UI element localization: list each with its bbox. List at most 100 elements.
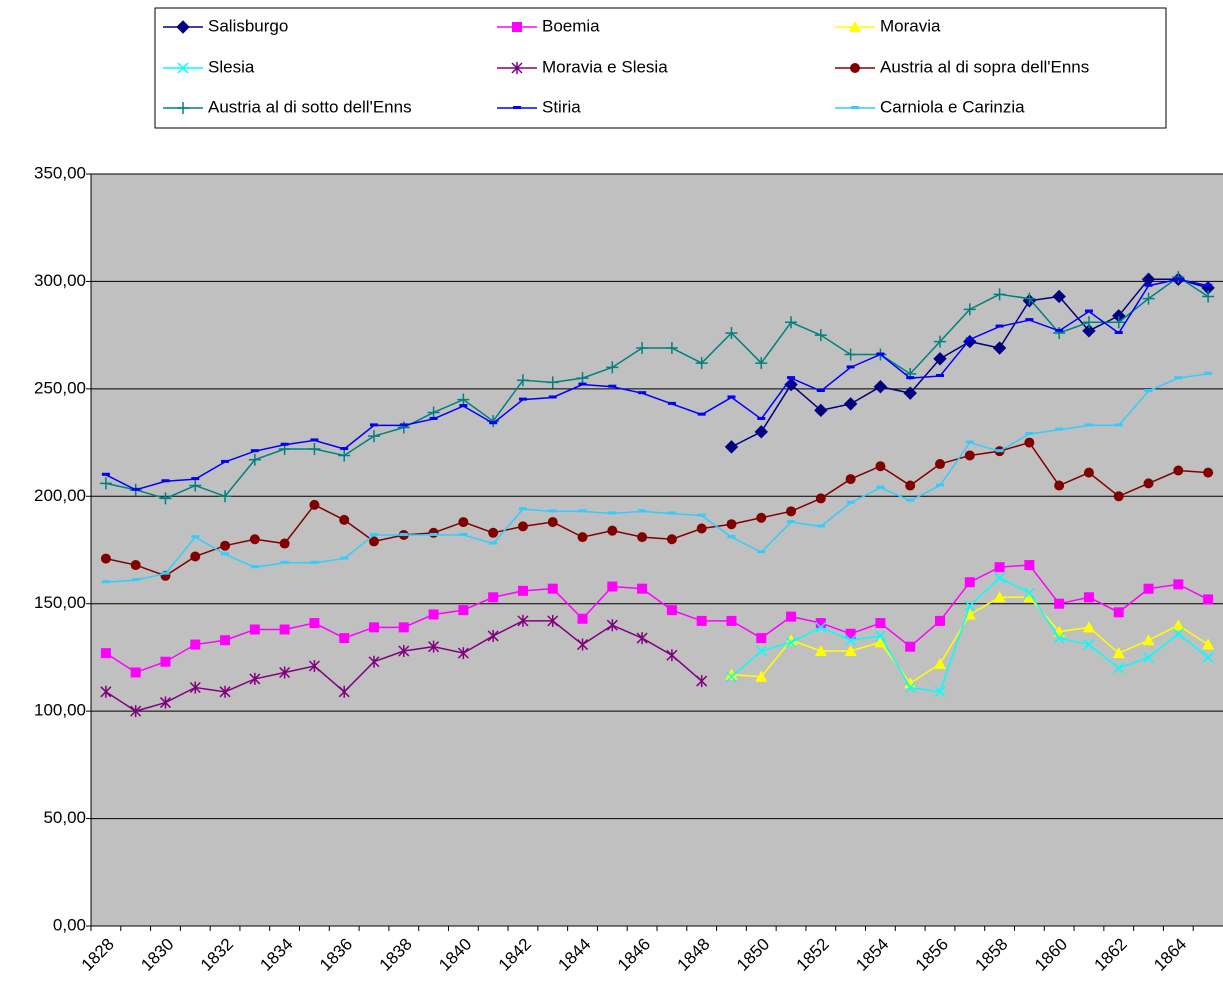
marker xyxy=(785,316,798,329)
x-tick-label: 1850 xyxy=(733,935,773,975)
marker xyxy=(727,395,736,399)
marker xyxy=(933,352,947,366)
marker xyxy=(516,374,529,387)
marker xyxy=(814,329,827,342)
marker xyxy=(963,303,976,316)
marker xyxy=(488,527,499,538)
x-tick-label: 1838 xyxy=(376,935,416,975)
marker xyxy=(935,615,945,626)
marker xyxy=(727,535,736,539)
marker xyxy=(249,534,260,545)
marker xyxy=(995,449,1004,453)
marker xyxy=(1023,591,1036,603)
marker xyxy=(755,357,768,370)
marker xyxy=(368,655,380,668)
marker xyxy=(608,511,617,515)
marker xyxy=(1055,427,1064,431)
marker xyxy=(310,438,319,442)
marker xyxy=(1024,437,1035,448)
marker xyxy=(547,583,558,594)
marker xyxy=(903,386,917,400)
series-line xyxy=(105,441,1209,577)
x-tick-label: 1846 xyxy=(614,935,654,975)
marker xyxy=(370,532,378,536)
marker xyxy=(787,376,796,380)
series-line xyxy=(105,278,1209,491)
marker xyxy=(934,657,946,669)
marker xyxy=(1023,292,1036,305)
marker xyxy=(666,605,677,616)
series-group xyxy=(99,271,1215,718)
marker xyxy=(338,685,350,698)
marker xyxy=(547,517,558,528)
marker xyxy=(993,591,1006,603)
marker xyxy=(1203,467,1214,478)
marker xyxy=(370,423,378,427)
marker xyxy=(458,605,469,616)
marker xyxy=(964,600,976,612)
marker xyxy=(340,447,349,451)
marker xyxy=(99,477,112,490)
legend-label: Austria al di sopra dell'Enns xyxy=(880,57,1089,76)
marker xyxy=(338,449,351,462)
marker xyxy=(1112,316,1125,329)
marker xyxy=(904,681,916,694)
marker xyxy=(1113,662,1125,674)
y-tick-label: 50,00 xyxy=(43,808,86,827)
marker xyxy=(1114,423,1123,427)
marker xyxy=(756,512,767,523)
marker xyxy=(161,479,170,483)
marker xyxy=(814,403,828,418)
marker xyxy=(1083,639,1095,651)
marker xyxy=(1173,465,1184,476)
marker xyxy=(875,461,886,472)
marker xyxy=(1112,647,1125,659)
legend-marker xyxy=(512,22,522,32)
marker xyxy=(1204,283,1213,287)
marker xyxy=(606,619,618,632)
marker xyxy=(1202,290,1215,303)
marker xyxy=(429,416,438,420)
marker xyxy=(427,406,440,419)
marker xyxy=(725,326,738,339)
marker xyxy=(191,535,200,539)
legend-label: Slesia xyxy=(208,57,255,76)
marker xyxy=(608,384,617,388)
y-tick-label: 300,00 xyxy=(34,271,86,290)
marker xyxy=(1174,376,1183,380)
marker xyxy=(1172,619,1185,631)
marker xyxy=(964,450,975,461)
marker xyxy=(368,430,380,443)
y-tick-label: 100,00 xyxy=(34,701,86,720)
marker xyxy=(815,493,826,504)
marker xyxy=(459,404,468,408)
legend-label: Moravia xyxy=(880,16,941,35)
marker xyxy=(518,397,527,401)
marker xyxy=(875,618,886,629)
marker xyxy=(874,630,886,642)
marker xyxy=(398,644,410,657)
marker xyxy=(100,685,112,698)
marker xyxy=(1024,560,1035,571)
marker xyxy=(221,459,230,463)
marker xyxy=(845,634,857,646)
marker xyxy=(725,671,738,683)
legend-marker xyxy=(511,62,523,74)
marker xyxy=(489,541,498,545)
marker xyxy=(1084,423,1093,427)
marker xyxy=(844,644,857,656)
marker xyxy=(934,686,946,698)
marker xyxy=(546,376,559,389)
legend-marker xyxy=(176,20,190,34)
marker xyxy=(131,487,140,491)
marker xyxy=(905,641,916,652)
marker xyxy=(308,660,320,673)
marker xyxy=(248,453,261,466)
marker xyxy=(428,609,439,620)
marker xyxy=(935,459,945,470)
marker xyxy=(1144,283,1153,287)
marker xyxy=(695,357,708,370)
marker xyxy=(1082,316,1095,329)
x-tick-label: 1854 xyxy=(852,935,892,975)
marker xyxy=(159,492,172,505)
